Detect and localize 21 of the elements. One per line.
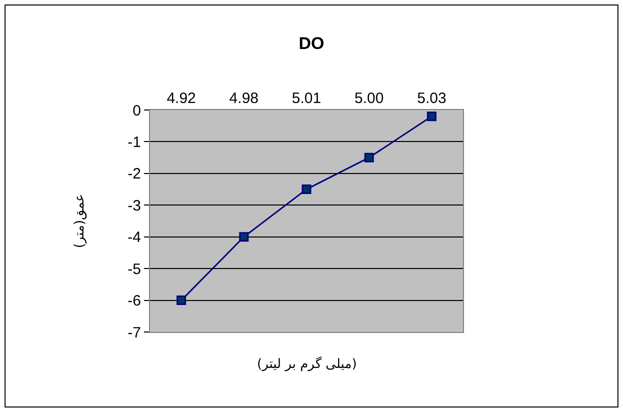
y-tick-label: -4 <box>128 229 141 246</box>
point <box>426 112 436 122</box>
y-tick-label: -1 <box>128 134 141 151</box>
x-tick-label: 4.98 <box>229 90 258 107</box>
x-axis-title: (میلی گرم بر لیتر) <box>257 356 357 372</box>
y-tick-label: -7 <box>128 324 141 342</box>
y-tick-label: -6 <box>128 292 141 310</box>
x-tick-label: 5.03 <box>417 90 446 107</box>
x-tick-label: 5.01 <box>292 90 322 107</box>
y-tick-label: -2 <box>128 166 141 183</box>
point <box>239 232 249 242</box>
chart-title: DO <box>298 34 324 53</box>
y-tick-label: 0 <box>132 102 141 120</box>
point <box>364 152 374 162</box>
y-tick-label: -3 <box>128 197 141 214</box>
y-tick-label: -5 <box>128 260 141 278</box>
point <box>176 296 186 306</box>
point <box>302 184 312 194</box>
y-axis-title: عمق(متر) <box>72 194 88 248</box>
x-tick-label: 5.00 <box>354 90 384 107</box>
x-tick-label: 4.92 <box>166 90 196 107</box>
